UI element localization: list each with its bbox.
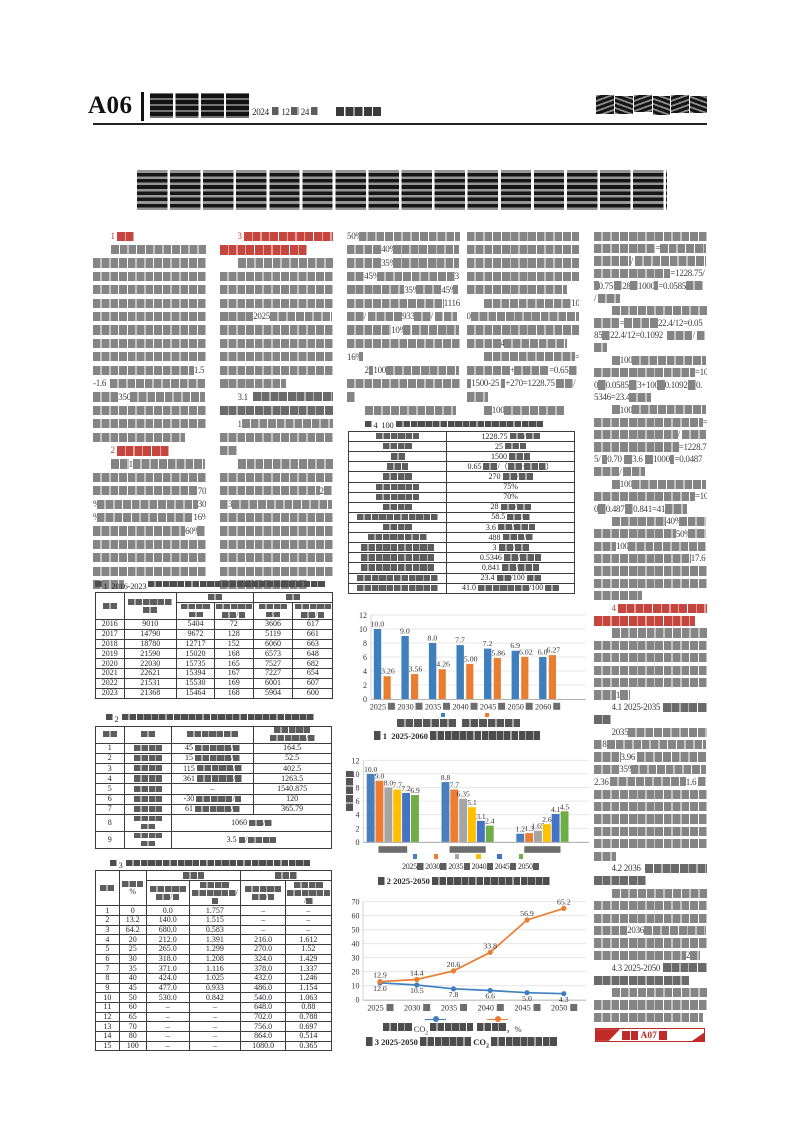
- svg-text:50: 50: [352, 926, 360, 935]
- svg-text:1.2: 1.2: [516, 825, 526, 834]
- svg-text:1.65: 1.65: [531, 822, 544, 831]
- svg-text:6.27: 6.27: [546, 646, 560, 655]
- svg-text:2050: 2050: [508, 703, 524, 712]
- svg-text:9.0: 9.0: [375, 772, 385, 781]
- svg-text:2050: 2050: [551, 1004, 567, 1013]
- svg-text:8.0: 8.0: [384, 779, 394, 788]
- svg-text:2035: 2035: [425, 703, 441, 712]
- svg-text:33.8: 33.8: [483, 941, 497, 950]
- svg-text:7.2: 7.2: [483, 639, 493, 648]
- svg-text:12.9: 12.9: [373, 971, 387, 980]
- svg-text:7.2: 7.2: [401, 784, 411, 793]
- svg-text:40: 40: [352, 940, 360, 949]
- svg-text:2: 2: [363, 681, 367, 690]
- svg-text:2045: 2045: [514, 1004, 530, 1013]
- svg-text:2030: 2030: [397, 703, 413, 712]
- svg-text:14.4: 14.4: [410, 969, 424, 978]
- svg-text:0: 0: [363, 695, 367, 704]
- svg-text:8: 8: [363, 639, 367, 648]
- svg-text:10.0: 10.0: [370, 620, 384, 629]
- svg-text:10.5: 10.5: [410, 986, 424, 995]
- svg-text:4.3: 4.3: [559, 995, 569, 1004]
- svg-text:6.9: 6.9: [510, 641, 520, 650]
- svg-text:0: 0: [356, 996, 360, 1005]
- svg-text:8.0: 8.0: [428, 634, 438, 643]
- svg-text:7.7: 7.7: [450, 781, 460, 790]
- svg-text:6: 6: [363, 653, 367, 662]
- svg-text:6.02: 6.02: [519, 647, 533, 656]
- svg-text:8: 8: [356, 784, 360, 793]
- svg-text:10: 10: [352, 982, 360, 991]
- svg-text:1.3: 1.3: [525, 824, 535, 833]
- svg-text:6.6: 6.6: [485, 992, 495, 1001]
- svg-text:2025: 2025: [367, 1004, 383, 1013]
- svg-text:4.26: 4.26: [436, 660, 450, 669]
- svg-text:2040: 2040: [452, 703, 468, 712]
- svg-text:4: 4: [363, 667, 367, 676]
- svg-text:12.0: 12.0: [373, 984, 387, 993]
- svg-text:4.1: 4.1: [551, 805, 561, 814]
- svg-text:3.1: 3.1: [476, 812, 486, 821]
- svg-text:60: 60: [352, 912, 360, 921]
- svg-text:10.0: 10.0: [364, 765, 377, 774]
- svg-text:2.4: 2.4: [485, 817, 495, 826]
- svg-text:12: 12: [359, 611, 367, 620]
- svg-text:6.9: 6.9: [410, 786, 420, 795]
- svg-text:2060: 2060: [535, 703, 551, 712]
- svg-text:7.7: 7.7: [393, 781, 403, 790]
- svg-text:70: 70: [352, 898, 360, 907]
- svg-text:2: 2: [356, 824, 360, 833]
- svg-text:5.00: 5.00: [464, 655, 478, 664]
- svg-text:2035: 2035: [441, 1004, 457, 1013]
- svg-text:5.1: 5.1: [467, 798, 477, 807]
- svg-text:5.86: 5.86: [491, 649, 505, 658]
- svg-text:0: 0: [356, 838, 360, 847]
- svg-text:3.26: 3.26: [381, 667, 395, 676]
- svg-text:2045: 2045: [480, 703, 496, 712]
- svg-text:3.56: 3.56: [409, 665, 423, 674]
- svg-text:4: 4: [356, 811, 360, 820]
- svg-text:2025: 2025: [370, 703, 386, 712]
- svg-text:7.7: 7.7: [455, 636, 465, 645]
- svg-text:12: 12: [352, 756, 360, 765]
- svg-text:20: 20: [352, 968, 360, 977]
- svg-text:30: 30: [352, 954, 360, 963]
- svg-text:7.8: 7.8: [449, 990, 459, 999]
- svg-text:10: 10: [359, 625, 367, 634]
- svg-text:8.8: 8.8: [441, 773, 451, 782]
- svg-text:56.9: 56.9: [520, 909, 534, 918]
- svg-text:4.5: 4.5: [560, 802, 570, 811]
- svg-text:65.2: 65.2: [557, 897, 571, 906]
- svg-text:2030: 2030: [404, 1004, 420, 1013]
- svg-text:10: 10: [352, 770, 360, 779]
- svg-text:2.6: 2.6: [542, 815, 552, 824]
- svg-text:6: 6: [356, 797, 360, 806]
- svg-text:2040: 2040: [478, 1004, 494, 1013]
- svg-text:9.0: 9.0: [400, 627, 410, 636]
- svg-text:20.6: 20.6: [447, 960, 461, 969]
- svg-text:6.35: 6.35: [457, 790, 470, 799]
- svg-text:5.0: 5.0: [522, 994, 532, 1003]
- svg-text:6.0: 6.0: [538, 648, 548, 657]
